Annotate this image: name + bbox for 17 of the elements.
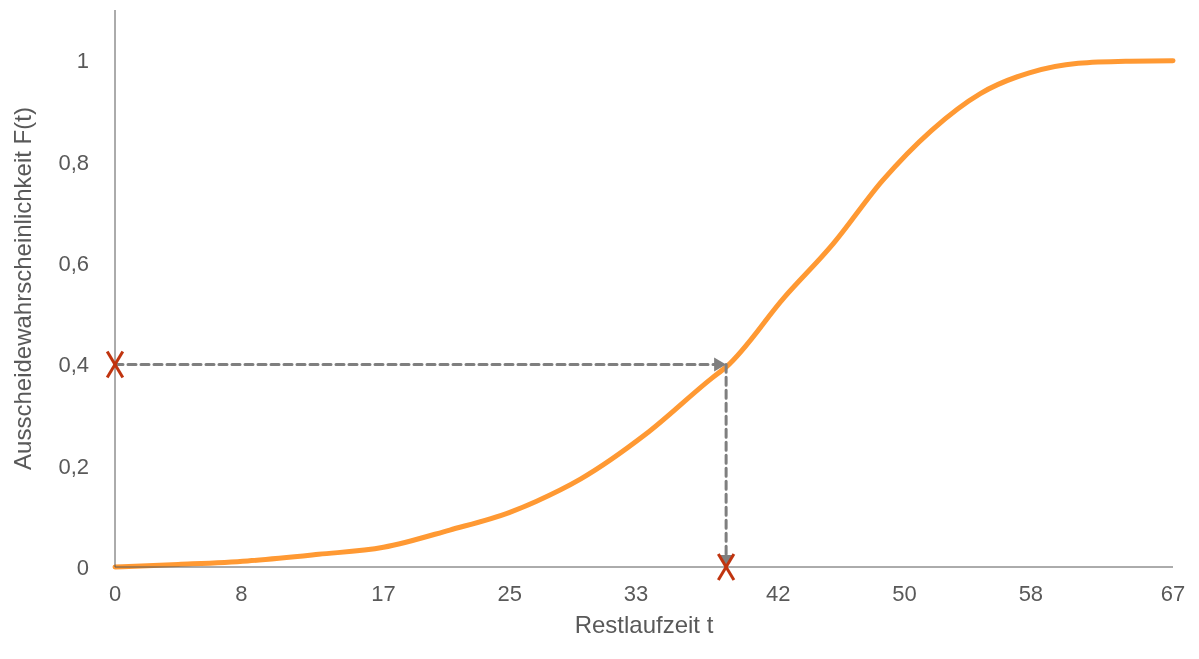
x-tick-label: 67 xyxy=(1160,580,1186,606)
y-tick-label: 0,6 xyxy=(58,250,89,276)
x-axis-title: Restlaufzeit t xyxy=(574,611,714,638)
x-tick-label: 58 xyxy=(1018,580,1044,606)
y-tick-label: 1 xyxy=(76,48,89,74)
y-tick-label: 0,2 xyxy=(58,453,89,479)
x-tick-label: 8 xyxy=(235,580,248,606)
x-tick-label: 17 xyxy=(371,580,396,606)
x-tick-label: 50 xyxy=(892,580,917,606)
x-tick-label: 33 xyxy=(623,580,649,606)
y-tick-label: 0 xyxy=(76,554,89,580)
x-tick-label: 25 xyxy=(497,580,523,606)
y-tick-label: 0,8 xyxy=(58,149,89,175)
x-tick-label: 0 xyxy=(108,580,122,606)
y-tick-label: 0,4 xyxy=(58,352,89,378)
x-tick-label: 42 xyxy=(765,580,791,606)
y-axis-title: Ausscheidewahrscheinlichkeit F(t) xyxy=(8,107,36,470)
